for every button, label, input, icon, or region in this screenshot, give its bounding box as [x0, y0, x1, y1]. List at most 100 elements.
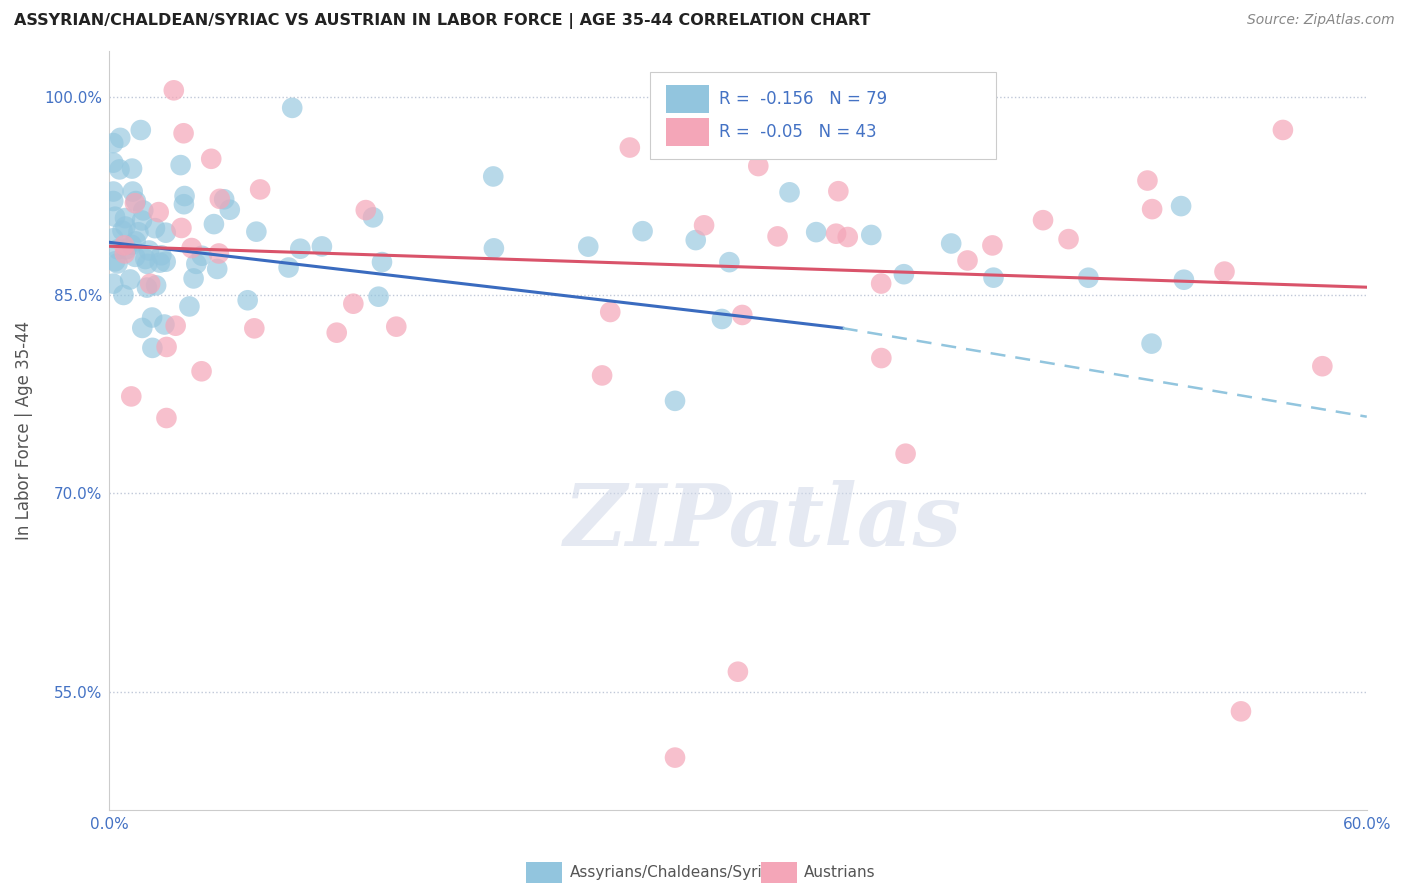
- Text: R =  -0.156   N = 79: R = -0.156 N = 79: [718, 89, 887, 108]
- Point: [1136, 173, 1159, 187]
- Point: [664, 750, 686, 764]
- FancyBboxPatch shape: [650, 72, 995, 160]
- Point: [983, 270, 1005, 285]
- Point: [124, 250, 146, 264]
- Point: [114, 219, 136, 234]
- Point: [205, 262, 228, 277]
- Point: [1032, 213, 1054, 227]
- Point: [371, 255, 394, 269]
- Point: [186, 257, 208, 271]
- Point: [165, 318, 187, 333]
- FancyBboxPatch shape: [666, 85, 709, 113]
- Point: [385, 319, 408, 334]
- Point: [981, 238, 1004, 252]
- Point: [685, 233, 707, 247]
- Point: [110, 131, 132, 145]
- Point: [956, 253, 979, 268]
- Point: [114, 211, 136, 226]
- Point: [1230, 704, 1253, 718]
- Point: [1057, 232, 1080, 246]
- Point: [249, 182, 271, 196]
- Point: [139, 277, 162, 291]
- Point: [127, 225, 149, 239]
- Point: [143, 221, 166, 235]
- Point: [1312, 359, 1334, 374]
- Point: [290, 242, 312, 256]
- Text: R =  -0.05   N = 43: R = -0.05 N = 43: [718, 123, 877, 141]
- Point: [180, 241, 202, 255]
- Point: [837, 230, 859, 244]
- Point: [311, 239, 333, 253]
- Text: ZIPatlas: ZIPatlas: [564, 480, 962, 564]
- Point: [163, 83, 186, 97]
- Text: Austrians: Austrians: [804, 865, 876, 880]
- Point: [150, 248, 173, 262]
- Point: [208, 246, 231, 260]
- Point: [1140, 336, 1163, 351]
- Point: [124, 196, 146, 211]
- Point: [870, 351, 893, 365]
- Point: [134, 252, 156, 266]
- Point: [108, 162, 131, 177]
- Point: [281, 101, 304, 115]
- Point: [107, 256, 129, 270]
- Point: [766, 229, 789, 244]
- Point: [173, 189, 195, 203]
- Point: [155, 226, 177, 240]
- Point: [727, 665, 749, 679]
- Point: [104, 210, 127, 224]
- Point: [149, 255, 172, 269]
- Point: [870, 277, 893, 291]
- Point: [111, 224, 134, 238]
- Point: [183, 271, 205, 285]
- Point: [1077, 270, 1099, 285]
- Point: [169, 158, 191, 172]
- Point: [482, 241, 505, 255]
- Point: [136, 280, 159, 294]
- Point: [710, 312, 733, 326]
- Point: [190, 364, 212, 378]
- Point: [131, 321, 153, 335]
- Point: [136, 257, 159, 271]
- Point: [131, 213, 153, 227]
- Point: [120, 389, 142, 403]
- Point: [599, 305, 621, 319]
- Point: [155, 411, 177, 425]
- Point: [200, 152, 222, 166]
- Point: [277, 260, 299, 275]
- Point: [894, 447, 917, 461]
- Point: [103, 231, 125, 245]
- Point: [361, 211, 384, 225]
- Point: [245, 225, 267, 239]
- Point: [103, 155, 125, 169]
- FancyBboxPatch shape: [666, 119, 709, 146]
- Point: [482, 169, 505, 184]
- Point: [148, 205, 170, 219]
- Point: [576, 240, 599, 254]
- Point: [591, 368, 613, 383]
- Point: [202, 217, 225, 231]
- Point: [107, 242, 129, 256]
- Point: [103, 136, 125, 150]
- Point: [112, 288, 135, 302]
- Point: [125, 235, 148, 249]
- Point: [1271, 123, 1294, 137]
- Point: [173, 197, 195, 211]
- Point: [179, 300, 201, 314]
- Point: [779, 186, 801, 200]
- Point: [145, 278, 167, 293]
- Point: [1213, 264, 1236, 278]
- Point: [325, 326, 347, 340]
- Point: [120, 272, 142, 286]
- Point: [208, 192, 231, 206]
- Point: [367, 290, 389, 304]
- Point: [806, 225, 828, 239]
- Point: [173, 126, 195, 140]
- Point: [354, 203, 377, 218]
- Point: [125, 194, 148, 208]
- Point: [141, 341, 163, 355]
- Point: [170, 221, 193, 235]
- Point: [103, 185, 125, 199]
- Point: [112, 238, 135, 252]
- Point: [121, 238, 143, 252]
